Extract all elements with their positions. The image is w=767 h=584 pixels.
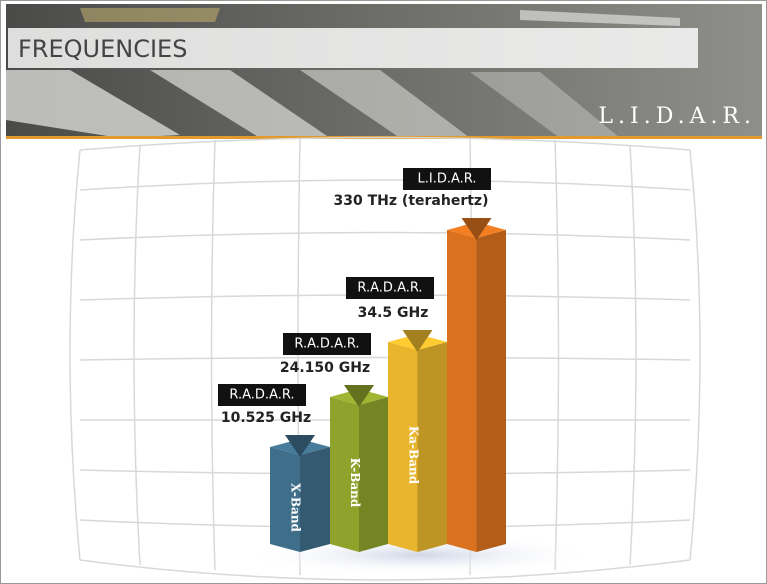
technology-label: R.A.D.A.R. (294, 337, 359, 352)
bar-front (447, 230, 477, 552)
bar-group: Ka-Band R.A.D.A.R. 34.5 GHz (346, 277, 447, 552)
band-label: X-Band (289, 483, 303, 533)
pointer-arrow (402, 330, 433, 352)
frequency-label: 10.525 GHz (221, 410, 311, 426)
bar-group: K-Band R.A.D.A.R. 24.150 GHz (280, 333, 388, 552)
bar-side (359, 397, 388, 552)
frequency-label: 330 THz (terahertz) (334, 193, 489, 209)
technology-box (218, 384, 306, 406)
bar-front (330, 397, 359, 552)
technology-box (283, 333, 371, 355)
bar-side (476, 230, 506, 552)
bar-group: X-Band R.A.D.A.R. 10.525 GHz (218, 384, 330, 552)
pointer-arrow (461, 218, 492, 240)
frequency-label: 34.5 GHz (358, 305, 429, 321)
floor-shadow (240, 535, 600, 575)
technology-label: R.A.D.A.R. (229, 388, 294, 403)
header-photo: FREQUENCIES L.I.D.A.R. (6, 4, 762, 139)
pointer-arrow (344, 385, 374, 407)
header-tag: L.I.D.A.R. (598, 104, 756, 129)
title-bar (8, 28, 698, 68)
band-label: Ka-Band (406, 426, 420, 485)
technology-label: L.I.D.A.R. (418, 172, 477, 187)
bar-front (388, 342, 418, 552)
technology-box (346, 277, 434, 299)
frequency-label: 24.150 GHz (280, 360, 370, 376)
band-label: K-Band (348, 458, 362, 508)
pointer-arrow (285, 435, 315, 457)
bar-front (270, 447, 300, 552)
bar-group: L.I.D.A.R. 330 THz (terahertz) (334, 168, 506, 552)
technology-label: R.A.D.A.R. (357, 281, 422, 296)
title: FREQUENCIES (18, 35, 187, 63)
bar-side (417, 342, 447, 552)
technology-box (403, 168, 491, 190)
bar-side (300, 447, 330, 552)
